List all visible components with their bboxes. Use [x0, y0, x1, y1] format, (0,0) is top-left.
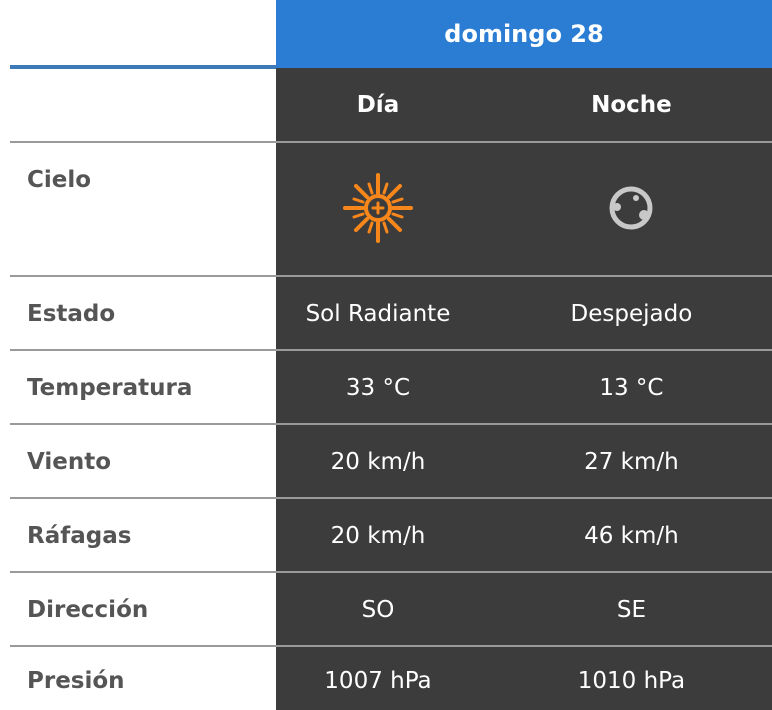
night-value: SE	[616, 596, 646, 623]
row-label: Estado	[27, 300, 116, 327]
day-value: 33 °C	[345, 374, 411, 401]
row-rafagas: Ráfagas 20 km/h 46 km/h	[10, 497, 772, 572]
night-value: 27 km/h	[584, 448, 679, 475]
row-temperatura: Temperatura 33 °C 13 °C	[10, 349, 772, 424]
row-direccion: Dirección SO SE	[10, 571, 772, 646]
day-value: Sol Radiante	[305, 300, 451, 327]
header-underline	[10, 65, 276, 69]
day-value: SO	[361, 596, 395, 623]
row-label: Cielo	[27, 167, 92, 193]
night-value: 13 °C	[599, 374, 664, 401]
day-value: 20 km/h	[330, 522, 426, 549]
row-estado: Estado Sol Radiante Despejado	[10, 275, 772, 350]
night-value: Despejado	[570, 300, 693, 327]
row-cielo: Cielo	[10, 141, 772, 276]
row-label: Ráfagas	[27, 522, 132, 549]
night-value: 46 km/h	[584, 522, 679, 549]
data-columns-bg	[276, 68, 772, 710]
col-night: Noche	[591, 92, 672, 118]
row-viento: Viento 20 km/h 27 km/h	[10, 423, 772, 498]
night-value: 1010 hPa	[577, 668, 686, 694]
row-label: Temperatura	[27, 374, 193, 401]
row-presion: Presión 1007 hPa 1010 hPa	[10, 645, 772, 710]
day-value: 20 km/h	[330, 448, 426, 475]
col-day: Día	[356, 92, 400, 118]
row-label: Dirección	[27, 596, 149, 623]
day-header: domingo 28	[276, 0, 772, 68]
sun-icon	[265, 143, 491, 276]
row-label: Presión	[27, 668, 125, 694]
day-value: 1007 hPa	[324, 668, 432, 694]
row-label: Viento	[27, 448, 112, 475]
column-header-row: Día Noche	[10, 68, 772, 142]
clear-night-moon-icon	[491, 143, 772, 276]
